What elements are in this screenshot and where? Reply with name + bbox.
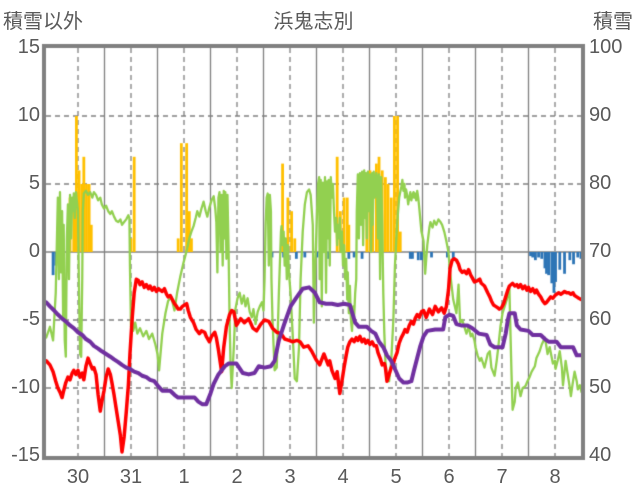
y-right-tick: 70 bbox=[589, 240, 612, 262]
y-right-tick: 100 bbox=[589, 36, 623, 58]
y-left-tick: 15 bbox=[17, 36, 40, 58]
x-tick: 6 bbox=[443, 466, 455, 488]
chart-title: 浜鬼志別 bbox=[273, 11, 354, 33]
x-tick: 8 bbox=[549, 466, 561, 488]
right-axis-title: 積雪 bbox=[593, 11, 633, 33]
x-tick: 3 bbox=[284, 466, 296, 488]
y-right-tick: 80 bbox=[589, 172, 612, 194]
x-tick: 30 bbox=[66, 466, 90, 488]
x-tick: 2 bbox=[231, 466, 243, 488]
y-left-tick: -5 bbox=[22, 308, 40, 330]
y-left-tick: -10 bbox=[11, 376, 40, 398]
x-tick: 4 bbox=[337, 466, 349, 488]
y-left-tick: 10 bbox=[17, 104, 40, 126]
y-left-tick: -15 bbox=[11, 444, 40, 466]
y-right-tick: 40 bbox=[589, 444, 612, 466]
x-tick: 7 bbox=[496, 466, 508, 488]
y-right-tick: 50 bbox=[589, 376, 612, 398]
y-right-tick: 60 bbox=[589, 308, 612, 330]
y-left-tick: 5 bbox=[28, 172, 40, 194]
y-left-tick: 0 bbox=[28, 240, 40, 262]
left-axis-title: 積雪以外 bbox=[3, 11, 83, 33]
x-tick: 1 bbox=[178, 466, 190, 488]
y-right-tick: 90 bbox=[589, 104, 612, 126]
x-tick: 5 bbox=[390, 466, 402, 488]
x-tick: 31 bbox=[119, 466, 143, 488]
